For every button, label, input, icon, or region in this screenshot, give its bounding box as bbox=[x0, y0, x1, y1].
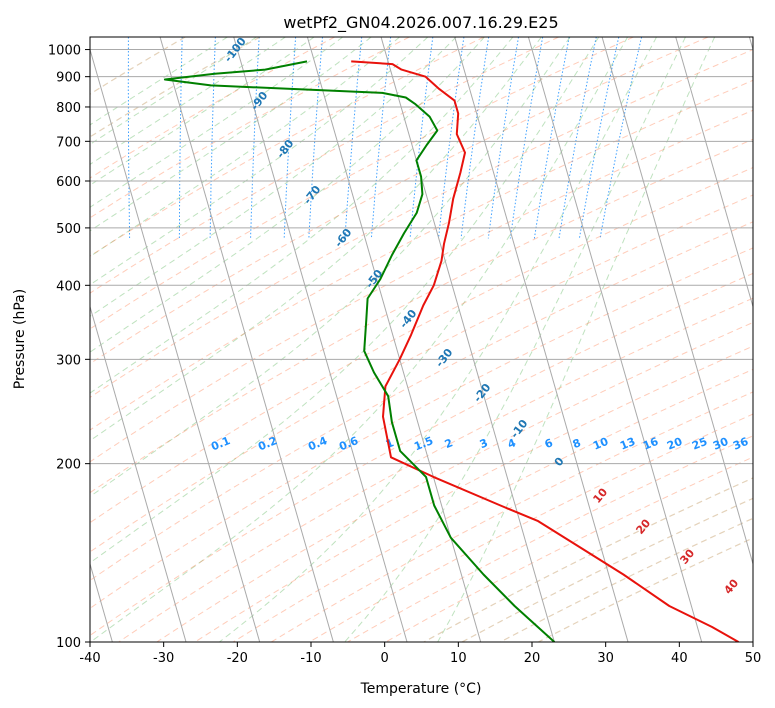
isotherm-line bbox=[675, 37, 753, 309]
mixing-ratio-line bbox=[127, 37, 131, 239]
y-tick-label: 700 bbox=[56, 135, 81, 150]
mixing-ratio-line bbox=[599, 37, 643, 239]
plot-frame bbox=[89, 36, 754, 643]
mixing-ratio-line bbox=[578, 37, 620, 239]
mixing-ratio-line bbox=[409, 37, 434, 239]
x-tick-label: 40 bbox=[671, 651, 688, 666]
dry-adiabats bbox=[90, 37, 753, 642]
mixing-ratio-line bbox=[250, 37, 260, 239]
mixing-ratio-label: 3 bbox=[478, 436, 490, 451]
moist-adiabat bbox=[437, 37, 716, 642]
skewed-isotherms bbox=[90, 37, 753, 642]
dry-adiabat bbox=[90, 37, 485, 257]
moist-adiabat bbox=[90, 37, 372, 232]
mixing-ratio-line bbox=[509, 37, 544, 239]
dry-adiabat bbox=[90, 37, 261, 138]
y-tick-label: 200 bbox=[56, 458, 81, 473]
dry-adiabat bbox=[90, 37, 410, 219]
moist-adiabat bbox=[90, 37, 514, 394]
mixing-ratio-line bbox=[533, 37, 570, 239]
mixing-ratio-line bbox=[438, 37, 465, 239]
y-axis-title: Pressure (hPa) bbox=[12, 289, 28, 389]
y-tick-label: 500 bbox=[56, 222, 81, 237]
mixing-ratio-line bbox=[558, 37, 597, 239]
dry-adiabat bbox=[90, 166, 753, 524]
x-tick-label: -40 bbox=[79, 651, 100, 666]
y-tick-label: 400 bbox=[56, 279, 81, 294]
x-tick-label: -10 bbox=[300, 651, 321, 666]
x-tick-label: -20 bbox=[227, 651, 248, 666]
mixing-ratio-line bbox=[283, 37, 297, 239]
x-tick-label: 0 bbox=[381, 651, 389, 666]
dry-adiabat bbox=[194, 345, 753, 642]
y-tick-label: 600 bbox=[56, 175, 81, 190]
y-tick-label: 1000 bbox=[48, 44, 81, 59]
x-tick-label: 50 bbox=[745, 651, 762, 666]
dry-adiabat bbox=[90, 272, 753, 637]
moist-adiabat bbox=[344, 37, 686, 642]
mixing-ratio-label: 36 bbox=[731, 435, 750, 453]
dry-adiabat bbox=[90, 138, 753, 494]
moist-adiabat bbox=[90, 37, 315, 186]
isotherm-line bbox=[90, 304, 187, 642]
dry-adiabat bbox=[90, 194, 753, 553]
mixing-ratio-line bbox=[460, 37, 490, 239]
profile-series bbox=[163, 60, 739, 642]
dry-adiabat bbox=[118, 297, 753, 642]
x-tick-label: 10 bbox=[450, 651, 467, 666]
isotherm-line bbox=[380, 37, 555, 642]
mixing-ratio-line bbox=[209, 37, 216, 239]
mixing-ratio-line bbox=[487, 37, 519, 239]
dry-adiabat bbox=[90, 37, 186, 95]
axes: -40 -30 -20 -10 0 10 20 30 40 50 100 200 300 400 500 60… bbox=[48, 44, 761, 666]
dry-adiabat bbox=[90, 49, 753, 398]
dewpoint-profile-line bbox=[163, 60, 556, 642]
mixing-ratio-label: 8 bbox=[571, 436, 583, 451]
mixing-ratio-label: 30 bbox=[711, 435, 730, 453]
plot-area: -100-90-80-70-60-50-40-30-20-1000.1 0.2 0.… bbox=[90, 37, 753, 642]
y-tick-label: 800 bbox=[56, 101, 81, 116]
x-tick-label: -30 bbox=[153, 651, 174, 666]
moist-adiabat bbox=[90, 37, 343, 208]
pressure-gridlines bbox=[90, 49, 753, 642]
moist-adiabat bbox=[90, 37, 429, 286]
dry-adiabat bbox=[90, 79, 753, 431]
x-tick-label: 20 bbox=[524, 651, 541, 666]
mixing-ratio-label: 2 bbox=[443, 436, 455, 451]
isotherm-line bbox=[233, 37, 408, 642]
moist-adiabat bbox=[90, 37, 542, 442]
mixing-ratio-label: 16 bbox=[641, 435, 660, 453]
moist-adiabat bbox=[90, 37, 457, 317]
mixing-ratio-label: 10 bbox=[591, 435, 610, 453]
mixing-ratio-lines bbox=[127, 37, 643, 239]
mixing-ratio-label: 20 bbox=[665, 435, 684, 453]
mixing-ratio-label: 25 bbox=[690, 435, 709, 453]
y-tick-label: 100 bbox=[56, 636, 81, 651]
x-axis-title: Temperature (°C) bbox=[360, 681, 482, 697]
moist-adiabat bbox=[219, 37, 657, 642]
isotherm-line bbox=[454, 37, 629, 642]
isotherm-line bbox=[527, 37, 703, 642]
moist-adiabat bbox=[90, 37, 400, 258]
mixing-ratio-line bbox=[308, 37, 323, 239]
isotherm-line bbox=[601, 37, 753, 566]
isotherm-line bbox=[159, 37, 334, 642]
chart-title: wetPf2_GN04.2026.007.16.29.E25 bbox=[283, 13, 558, 33]
dry-adiabat bbox=[90, 109, 753, 463]
mixing-ratio-label: 1 bbox=[384, 436, 396, 451]
x-tick-label: 30 bbox=[597, 651, 614, 666]
isotherm-line bbox=[306, 37, 482, 642]
y-tick-label: 300 bbox=[56, 353, 81, 368]
isotherm-line bbox=[90, 47, 261, 642]
dry-adiabat bbox=[90, 37, 634, 330]
y-tick-label: 900 bbox=[56, 71, 81, 86]
moist-adiabat bbox=[90, 37, 600, 564]
mixing-ratio-label: 13 bbox=[618, 435, 637, 453]
dry-adiabat bbox=[232, 368, 753, 642]
temperature-profile-line bbox=[351, 60, 739, 642]
mixing-ratio-line bbox=[178, 37, 183, 239]
dry-adiabat bbox=[90, 37, 709, 365]
